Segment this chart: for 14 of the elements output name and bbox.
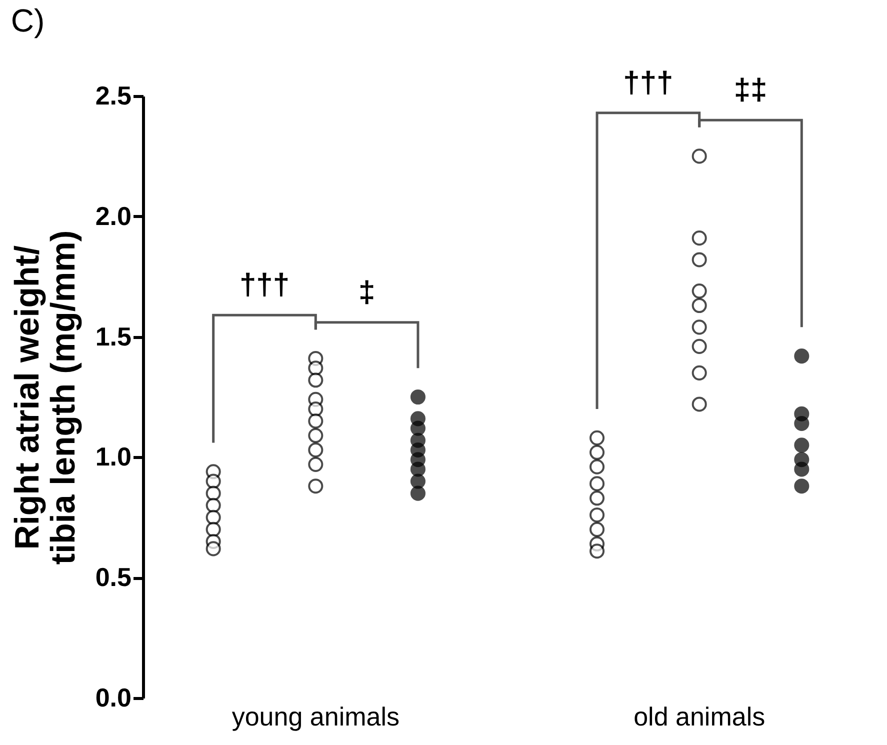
y-tick-label: 0.5 [95,562,132,592]
x-tick-label: young animals [232,702,400,732]
y-tick-label: 0.0 [95,682,132,712]
x-tick-label: old animals [634,702,766,732]
y-tick-label: 2.5 [95,80,132,110]
y-tick-label: 2.0 [95,200,132,231]
annotation: ††† [623,66,674,100]
annotation: ††† [239,268,290,302]
y-axis-title: Right atrial weight/ tibia length (mg/mm) [8,230,82,565]
annotation: ‡‡ [734,74,768,107]
annotation: ‡ [358,276,376,309]
chart-title: C) [10,2,45,38]
y-tick-label: 1.0 [95,442,132,472]
y-tick-label: 1.5 [95,321,132,352]
